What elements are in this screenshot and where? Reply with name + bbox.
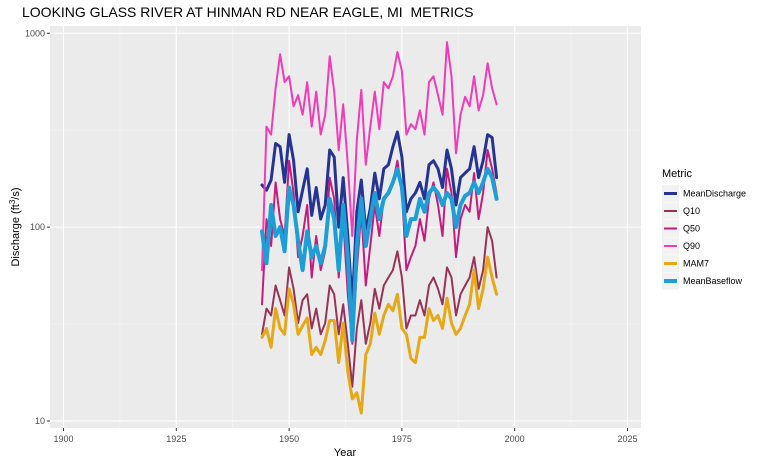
legend-label-mam7: MAM7 <box>683 259 709 269</box>
legend-label-meandischarge: MeanDischarge <box>683 189 746 199</box>
legend-label-q90: Q90 <box>683 241 700 251</box>
series-line-q10 <box>261 226 498 388</box>
series-line-meandischarge <box>260 130 499 306</box>
chart-title: LOOKING GLASS RIVER AT HINMAN RD NEAR EA… <box>22 4 474 20</box>
series-line-q50 <box>261 149 498 345</box>
x-tick-label: 1925 <box>166 434 186 444</box>
x-tick-label: 2000 <box>505 434 525 444</box>
axes: 1900 1925 1950 1975 2000 2025 10 100 1000 <box>25 28 638 444</box>
series-line-mam7 <box>260 255 499 415</box>
legend: Metric MeanDischarge Q10 Q50 Q90 MAM7 MeanBas… <box>662 168 746 290</box>
y-tick-label: 10 <box>35 416 45 426</box>
y-tick-label: 1000 <box>25 28 45 38</box>
x-axis-title: Year <box>334 447 357 459</box>
x-tick-label: 1900 <box>54 434 74 444</box>
series-line-q90 <box>261 41 498 272</box>
series-line-meanbaseflow <box>260 166 499 343</box>
x-tick-label: 1975 <box>392 434 412 444</box>
y-tick-label: 100 <box>30 222 45 232</box>
y-axis-title-pre: Discharge (ft <box>10 204 22 266</box>
legend-title: Metric <box>662 168 692 180</box>
legend-label-meanbaseflow: MeanBaseflow <box>683 276 743 286</box>
y-axis-title-post: /s) <box>10 187 22 199</box>
series-layer <box>260 41 499 415</box>
x-tick-label: 2025 <box>617 434 637 444</box>
legend-label-q50: Q50 <box>683 224 700 234</box>
x-tick-label: 1950 <box>279 434 299 444</box>
y-axis-title: Discharge (ft3/s) <box>8 187 23 266</box>
y-axis-title-sup: 3 <box>8 199 17 204</box>
legend-label-q10: Q10 <box>683 206 700 216</box>
